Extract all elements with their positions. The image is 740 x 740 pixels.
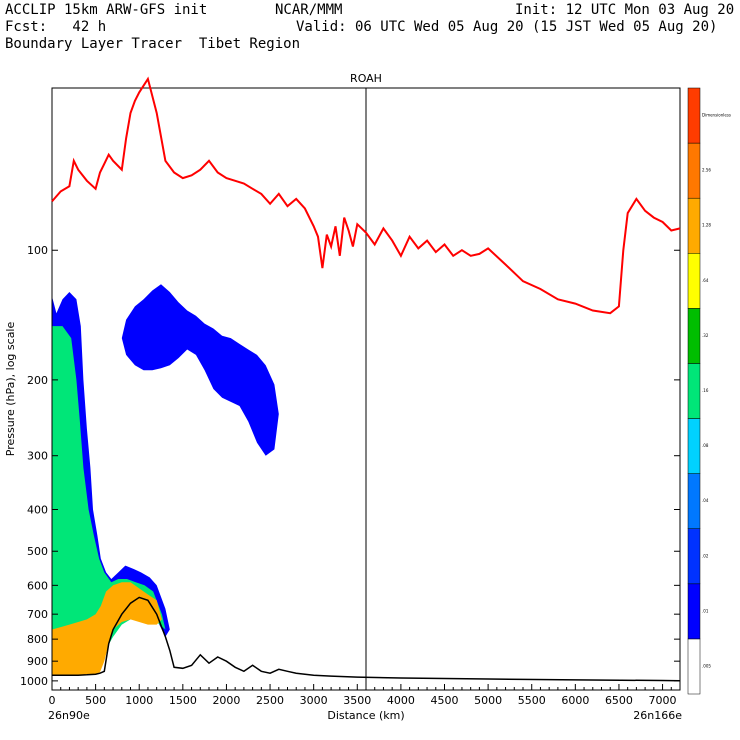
colorbar-label: .02 [702,553,709,558]
colorbar-swatch [687,473,701,529]
x-tick-label: 1500 [169,694,197,707]
y-tick-label: 100 [27,244,48,257]
colorbar-label: .005 [702,663,711,668]
y-tick-label: 500 [27,545,48,558]
tracer-upper-blob-left [121,284,279,456]
y-tick-label: 600 [27,579,48,592]
chart-title: ROAH [350,72,382,85]
colorbar-label: .01 [702,608,709,613]
y-tick-label: 900 [27,655,48,668]
colorbar-label: .64 [702,278,709,283]
x-tick-label: 2000 [212,694,240,707]
colorbar-label: 1.28 [702,223,711,228]
colorbar-swatch [687,528,701,585]
y-tick-label: 200 [27,374,48,387]
y-tick-label: 300 [27,450,48,463]
x-tick-label: 3000 [300,694,328,707]
x-tick-label: 0 [49,694,56,707]
colorbar-label: Dimensionless [702,113,731,118]
x-tick-label: 3500 [343,694,371,707]
x-tick-label: 5500 [518,694,546,707]
x-tick-label: 5000 [474,694,502,707]
colorbar-swatch [687,363,701,419]
colorbar-label: .08 [702,443,709,448]
x-tick-label: 7000 [649,694,677,707]
x-axis-label: Distance (km) [327,709,404,722]
colorbar-swatch [687,142,701,199]
header-line1-mid: NCAR/MMM [275,2,343,18]
header-line2-left: Fcst: 42 h [5,19,107,35]
y-tick-label: 1000 [20,675,48,688]
colorbar-swatch [687,308,701,364]
tracer-surface-orange [52,582,162,676]
x-tick-label: 6500 [605,694,633,707]
colorbar-swatch [687,418,701,474]
colorbar-swatch [687,253,701,309]
header-line1-right: Init: 12 UTC Mon 03 Aug 20 [515,2,735,18]
tropopause-line [51,76,681,315]
header-line3-left: Boundary Layer Tracer Tibet Region [5,36,301,52]
header-line1-left: ACCLIP 15km ARW-GFS init [5,2,208,18]
x-tick-label: 4500 [431,694,459,707]
colorbar-swatch [687,197,701,254]
colorbar-label: 2.56 [702,168,711,173]
x-end-label: 26n166e [633,709,682,722]
colorbar-label: .04 [702,498,709,503]
x-tick-label: 4000 [387,694,415,707]
x-tick-label: 1000 [125,694,153,707]
colorbar-swatch [687,638,701,695]
y-tick-label: 800 [27,633,48,646]
y-tick-label: 400 [27,504,48,517]
x-tick-label: 6000 [561,694,589,707]
x-tick-label: 2500 [256,694,284,707]
colorbar-label: .16 [702,388,709,393]
colorbar-label: .32 [702,333,709,338]
header-line2-right: Valid: 06 UTC Wed 05 Aug 20 (15 JST Wed … [296,19,718,35]
y-tick-label: 700 [27,608,48,621]
y-axis-label: Pressure (hPa), log scale [4,322,17,457]
colorbar-swatch [687,583,701,640]
x-tick-label: 500 [85,694,106,707]
colorbar-swatch [687,87,701,144]
terrain-line [52,596,681,682]
x-start-label: 26n90e [48,709,90,722]
